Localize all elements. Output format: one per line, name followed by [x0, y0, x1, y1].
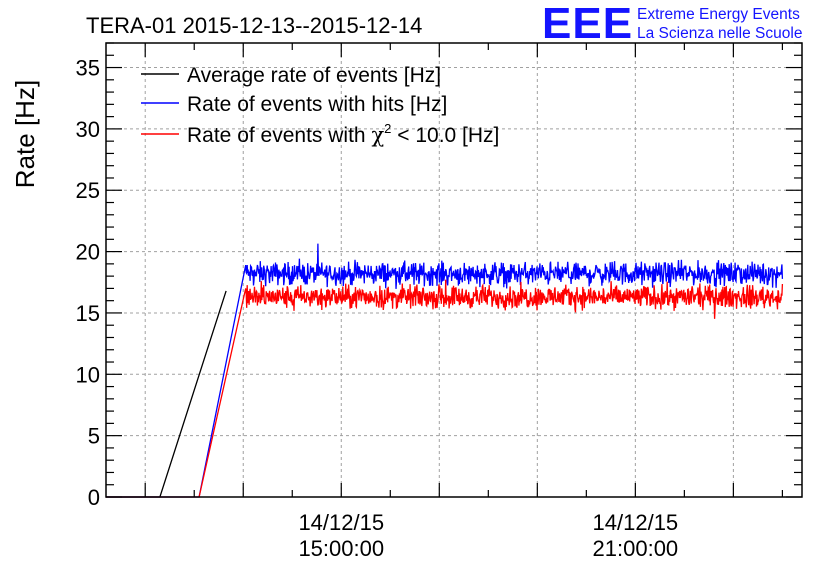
y-tick-label: 20 [76, 240, 100, 265]
x-tick-label-date: 14/12/15 [593, 510, 679, 535]
series-lines [106, 243, 784, 498]
legend-label-chi2: Rate of events with χ2 < 10.0 [Hz] [187, 121, 499, 147]
y-axis-label: Rate [Hz] [10, 80, 40, 188]
y-tick-label: 35 [76, 56, 100, 81]
x-tick-label-time: 15:00:00 [298, 536, 384, 561]
grid-lines [106, 43, 802, 497]
series-line-hits [106, 243, 784, 498]
chart-title: TERA-01 2015-12-13--2015-12-14 [86, 13, 422, 38]
series-line-chi2 [106, 279, 784, 498]
y-tick-label: 15 [76, 301, 100, 326]
y-tick-labels: 0 5 10 15 20 25 30 35 [76, 56, 100, 510]
legend-label-average: Average rate of events [Hz] [187, 64, 441, 87]
axis-ticks [106, 42, 802, 498]
legend-chi2-suffix: < 10.0 [Hz] [391, 124, 499, 147]
legend-chi2-symbol: χ [371, 123, 384, 147]
logo-line-2: La Scienza nelle Scuole [637, 25, 803, 42]
y-tick-label: 0 [88, 485, 100, 510]
legend-chi2-prefix: Rate of events with [187, 124, 371, 147]
y-tick-label: 25 [76, 178, 100, 203]
legend: Average rate of events [Hz] Rate of even… [141, 64, 499, 147]
legend-chi2-superscript: 2 [384, 121, 391, 136]
x-tick-label-date: 14/12/15 [298, 510, 384, 535]
series-line-average [106, 290, 227, 498]
legend-label-hits: Rate of events with hits [Hz] [187, 93, 447, 116]
logo-line-1: Extreme Energy Events [637, 6, 800, 23]
y-tick-label: 5 [88, 424, 100, 449]
eee-logo: EEE [542, 0, 634, 48]
y-tick-label: 10 [76, 362, 100, 387]
plot-frame [105, 42, 803, 498]
y-tick-label: 30 [76, 117, 100, 142]
x-tick-label-time: 21:00:00 [593, 536, 679, 561]
